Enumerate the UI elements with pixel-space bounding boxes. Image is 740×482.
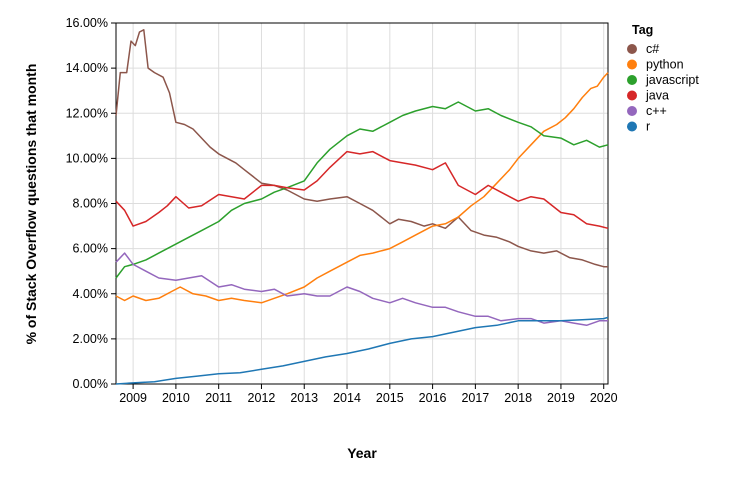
y-tick-label: 16.00% [66,16,108,30]
x-tick-label: 2018 [504,391,532,405]
legend-title: Tag [632,23,653,37]
grid [116,22,608,385]
series-lines [115,29,609,385]
y-tick-label: 10.00% [66,151,108,165]
y-tick-label: 6.00% [73,242,108,256]
x-tick-label: 2019 [547,391,575,405]
y-tick-label: 4.00% [73,287,108,301]
x-tick-label: 2010 [162,391,190,405]
legend-label: c++ [646,104,667,118]
x-tick-label: 2016 [419,391,447,405]
x-tick-label: 2015 [376,391,404,405]
y-tick-label: 12.00% [66,106,108,120]
series-line-python [115,72,609,304]
series-line-javascript [115,101,609,279]
x-tick-label: 2020 [590,391,618,405]
legend-swatch [627,75,637,85]
y-tick-label: 14.00% [66,61,108,75]
x-axis-title: Year [347,445,377,461]
x-tick-label: 2009 [119,391,147,405]
x-tick-label: 2011 [205,391,232,405]
series-line-java [115,150,609,230]
legend-label: javascript [645,73,699,87]
series-line-csharp [115,29,608,268]
legend-label: java [645,89,669,103]
series-line-r [115,316,609,385]
y-tick-label: 0.00% [73,377,108,391]
legend-label: c# [646,42,659,56]
y-axis: 0.00% 2.00% 4.00% 6.00% 8.00% 10.00% 12.00% 14.… [66,16,116,391]
legend-swatch [627,106,637,116]
y-tick-label: 8.00% [73,197,108,211]
legend-swatch [627,90,637,101]
legend-swatch [627,59,637,70]
x-tick-label: 2017 [461,391,489,405]
series-line-cpp [115,252,608,327]
legend-swatch [627,44,637,54]
y-tick-label: 2.00% [73,332,108,346]
legend-label: r [646,120,650,134]
x-tick-label: 2013 [290,391,318,405]
y-axis-title: % of Stack Overflow questions that month [23,64,39,345]
legend-swatch [627,121,637,132]
x-axis: 2009 2010 2011 2012 2013 2014 2015 2016 2017 2018… [119,384,618,405]
x-tick-label: 2014 [333,391,361,405]
x-tick-label: 2012 [248,391,276,405]
legend-label: python [646,58,684,72]
